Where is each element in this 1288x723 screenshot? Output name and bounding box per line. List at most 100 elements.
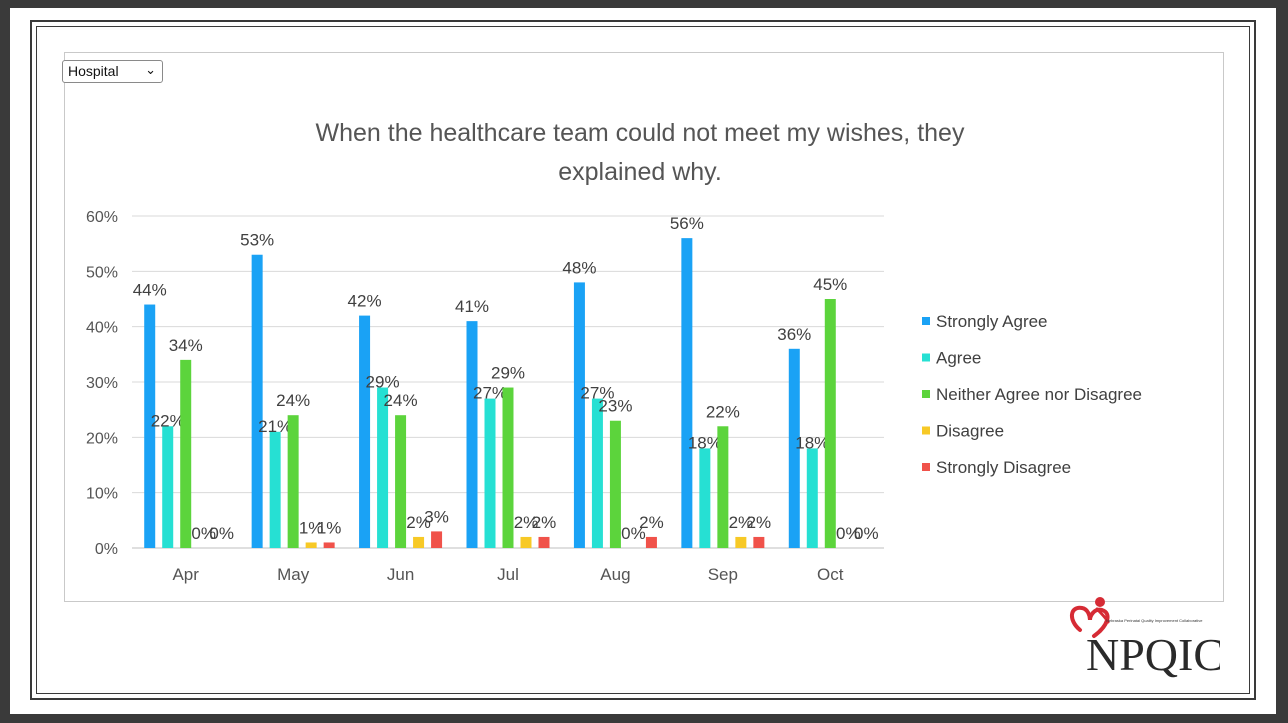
chevron-down-icon: ⌄ [145,62,156,77]
data-label: 27% [580,384,614,403]
data-label: 22% [151,411,185,430]
data-label: 2% [514,513,539,532]
data-label: 44% [133,281,167,300]
bar [377,387,389,548]
data-label: 2% [639,513,664,532]
data-label: 45% [813,275,847,294]
data-label: 0% [209,524,234,543]
bar [645,536,657,548]
bar [520,536,532,548]
data-label: 22% [706,402,740,421]
bar [144,304,156,548]
legend-swatch [922,353,930,362]
data-label: 3% [424,507,449,526]
data-label: 1% [299,518,324,537]
legend-label: Agree [936,349,981,368]
bar [395,415,407,548]
y-tick-label: 40% [86,320,118,337]
bar [699,448,711,548]
data-label: 0% [854,524,879,543]
data-label: 1% [317,518,342,537]
data-label: 29% [366,373,400,392]
y-tick-label: 10% [86,486,118,503]
bar [573,282,585,548]
data-label: 21% [258,417,292,436]
data-label: 18% [795,433,829,452]
x-tick-label: Jul [497,565,519,584]
legend-swatch [922,317,930,325]
data-label: 18% [688,433,722,452]
bar [359,315,371,548]
bar [431,531,443,548]
bar [609,420,621,548]
hospital-select[interactable]: Hospital ⌄ [62,60,163,83]
x-tick-label: Jun [387,565,414,584]
legend-swatch [922,390,930,398]
bar [413,536,425,548]
legend-swatch [922,426,930,435]
logo-wordmark: NPQIC [1086,629,1220,680]
logo-heart-icon [1070,605,1110,638]
logo-head-icon [1095,597,1105,607]
bar [484,398,496,548]
bar [735,536,747,548]
data-label: 2% [747,513,772,532]
data-label: 0% [191,524,216,543]
legend-label: Disagree [936,422,1004,441]
bar [753,536,765,548]
data-label: 42% [348,292,382,311]
bar [287,415,299,548]
legend-label: Neither Agree nor Disagree [936,385,1142,404]
y-tick-label: 60% [86,209,118,226]
logo-figure-icon [1095,607,1110,624]
y-tick-label: 30% [86,375,118,392]
data-label: 41% [455,297,489,316]
data-label: 48% [562,258,596,277]
x-tick-label: May [277,565,310,584]
bar [788,348,800,548]
slide-frame [30,20,1256,700]
data-label: 0% [836,524,861,543]
x-tick-label: Aug [600,565,630,584]
bar [162,426,174,548]
legend-swatch [922,463,930,471]
x-tick-label: Sep [708,565,738,584]
chart-title-line-1: When the healthcare team could not meet … [316,119,965,147]
x-tick-label: Apr [172,565,199,584]
bar [323,542,335,548]
data-label: 23% [598,397,632,416]
bar [538,536,550,548]
bar [591,398,603,548]
bar [717,426,729,548]
y-tick-label: 0% [95,541,118,558]
data-label: 53% [240,231,274,250]
y-tick-label: 20% [86,430,118,447]
bar [681,238,693,548]
data-label: 0% [621,524,646,543]
logo-tagline: Nebraska Perinatal Quality Improvement C… [1106,618,1203,623]
chart-title-line-2: explained why. [558,158,722,186]
bar [251,254,263,548]
bar [466,321,478,548]
bar [824,299,836,548]
npqic-logo: Nebraska Perinatal Quality Improvement C… [1070,597,1220,680]
bar [305,542,317,548]
data-label: 27% [473,384,507,403]
x-tick-label: Oct [817,565,844,584]
legend-label: Strongly Agree [936,312,1048,331]
bar [180,359,192,548]
bar [269,431,281,548]
data-label: 2% [406,513,431,532]
data-label: 2% [532,513,557,532]
data-label: 56% [670,214,704,233]
y-tick-label: 50% [86,264,118,281]
bar [502,387,514,548]
data-label: 24% [384,391,418,410]
data-label: 29% [491,364,525,383]
data-label: 2% [729,513,754,532]
bar [806,448,818,548]
legend-label: Strongly Disagree [936,458,1071,477]
data-label: 34% [169,336,203,355]
hospital-select-value: Hospital [68,63,119,79]
